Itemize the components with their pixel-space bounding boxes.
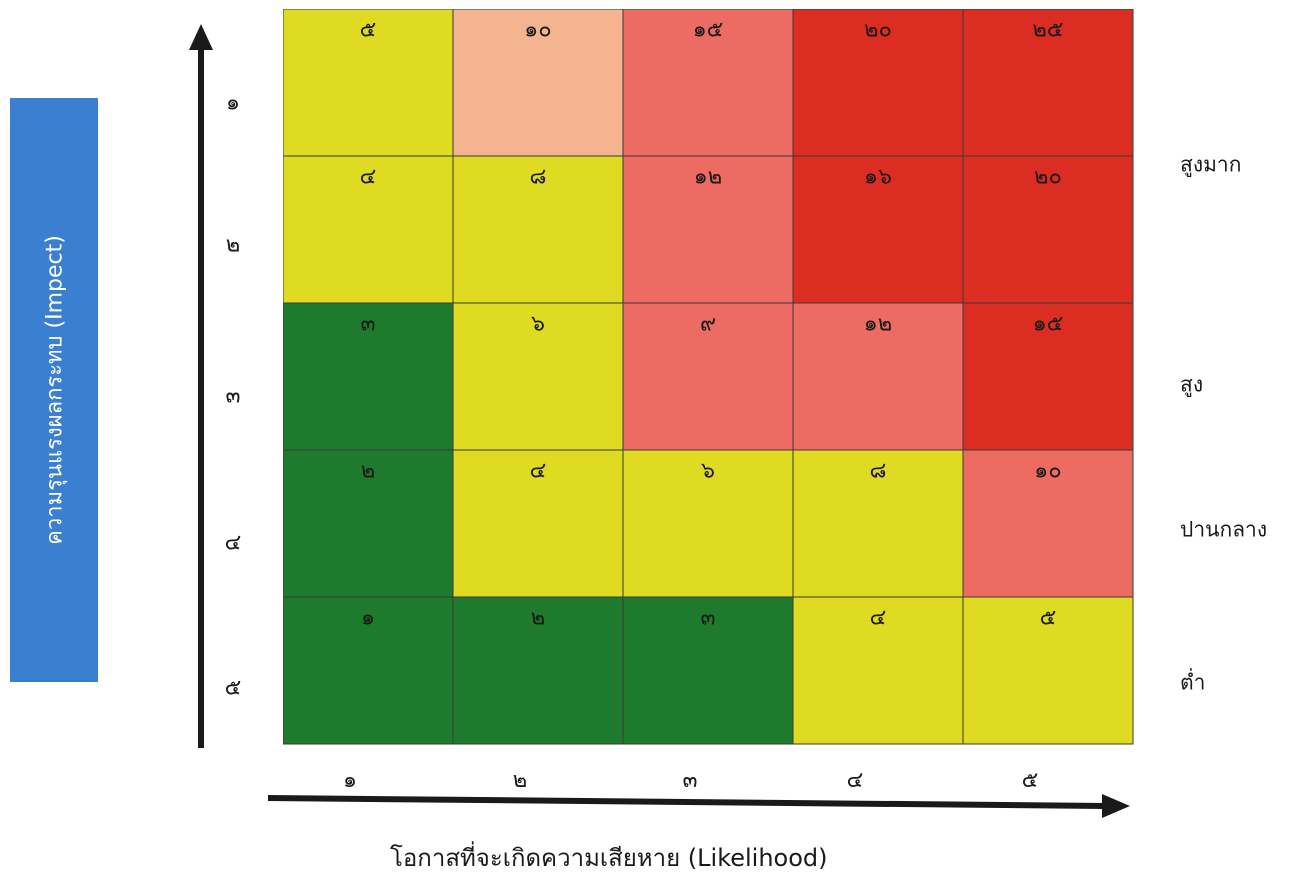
risk-cell: ๔ — [793, 597, 963, 744]
y-tick-label: ๓ — [218, 378, 248, 413]
x-axis-title: โอกาสที่จะเกิดความเสียหาย (Likelihood) — [390, 838, 828, 877]
risk-cell: ๘ — [453, 156, 623, 303]
risk-cell-value-label: ๒๐ — [1034, 165, 1062, 190]
risk-cell-value-label: ๕ — [1040, 606, 1057, 631]
risk-cell-value-label: ๒๕ — [1032, 18, 1063, 43]
risk-cell-value-label: ๑ — [361, 606, 375, 631]
y-tick-label: ๒ — [218, 227, 248, 262]
risk-cell-value-label: ๑๕ — [693, 18, 724, 43]
risk-cell: ๑๕ — [623, 9, 793, 156]
level-label-high: สูง — [1180, 369, 1203, 402]
risk-cell-value-label: ๖ — [701, 459, 715, 484]
risk-cell: ๔ — [283, 156, 453, 303]
risk-cell-value-label: ๑๕ — [1033, 312, 1064, 337]
x-tick-label: ๒ — [490, 762, 550, 797]
risk-cell-value-label: ๒ — [361, 459, 376, 484]
risk-cell-value-label: ๑๐ — [524, 18, 551, 43]
risk-cell: ๒ — [283, 450, 453, 597]
risk-cell-value-label: ๔ — [530, 459, 547, 484]
risk-cell-value-label: ๒๐ — [864, 18, 892, 43]
risk-cell: ๖ — [623, 450, 793, 597]
y-axis-title: ความรุนแรงผลกระทบ (Impect) — [37, 235, 72, 545]
risk-cell-value-label: ๓ — [360, 312, 375, 337]
risk-cell: ๑๐ — [453, 9, 623, 156]
risk-cell: ๓ — [623, 597, 793, 744]
risk-cell-value-label: ๔ — [360, 165, 377, 190]
risk-cell-value-label: ๕ — [360, 18, 377, 43]
level-label-low: ต่ำ — [1180, 667, 1205, 700]
risk-cell: ๖ — [453, 303, 623, 450]
risk-cell: ๒๐ — [793, 9, 963, 156]
x-tick-label: ๔ — [825, 762, 885, 797]
level-label-very-high: สูงมาก — [1180, 149, 1241, 182]
risk-cell-value-label: ๑๒ — [864, 312, 892, 337]
risk-cell-value-label: ๓ — [700, 606, 715, 631]
risk-cell: ๒ — [453, 597, 623, 744]
risk-cell: ๑๒ — [793, 303, 963, 450]
risk-cell: ๒๕ — [963, 9, 1133, 156]
x-tick-label: ๕ — [1000, 762, 1060, 797]
y-axis-arrow — [185, 22, 217, 752]
risk-cell-value-label: ๙ — [700, 312, 716, 337]
risk-cell-value-label: ๑๖ — [864, 165, 892, 190]
risk-cell: ๑๖ — [793, 156, 963, 303]
y-tick-label: ๔ — [218, 525, 248, 560]
risk-cell-value-label: ๑๒ — [694, 165, 722, 190]
risk-matrix: ๕๑๐ ๑๕ ๒๐ ๒๕๔๘๑๒ ๑๖ ๒๐๓๖๙๑๒ ๑๕๒๔๖๘๑๐๑๒๓๔๕ — [283, 9, 1155, 745]
x-tick-label: ๑ — [320, 762, 380, 797]
risk-cell: ๘ — [793, 450, 963, 597]
risk-cell: ๒๐ — [963, 156, 1133, 303]
risk-cell-value-label: ๘ — [870, 459, 887, 484]
risk-cell: ๙ — [623, 303, 793, 450]
risk-cell-value-label: ๒ — [531, 606, 546, 631]
level-label-medium: ปานกลาง — [1180, 514, 1267, 547]
risk-cell: ๑๒ — [623, 156, 793, 303]
risk-cell-value-label: ๘ — [530, 165, 547, 190]
risk-cell: ๑ — [283, 597, 453, 744]
risk-cell: ๓ — [283, 303, 453, 450]
risk-cell-value-label: ๔ — [870, 606, 887, 631]
risk-cell: ๕ — [283, 9, 453, 156]
risk-cell-value-label: ๑๐ — [1034, 459, 1061, 484]
x-tick-label: ๓ — [660, 762, 720, 797]
risk-cell: ๑๐ — [963, 450, 1133, 597]
y-tick-label: ๕ — [218, 670, 248, 705]
risk-cell-value-label: ๖ — [531, 312, 545, 337]
risk-cell: ๔ — [453, 450, 623, 597]
y-tick-label: ๑ — [218, 85, 248, 120]
risk-cell: ๕ — [963, 597, 1133, 744]
risk-cell: ๑๕ — [963, 303, 1133, 450]
